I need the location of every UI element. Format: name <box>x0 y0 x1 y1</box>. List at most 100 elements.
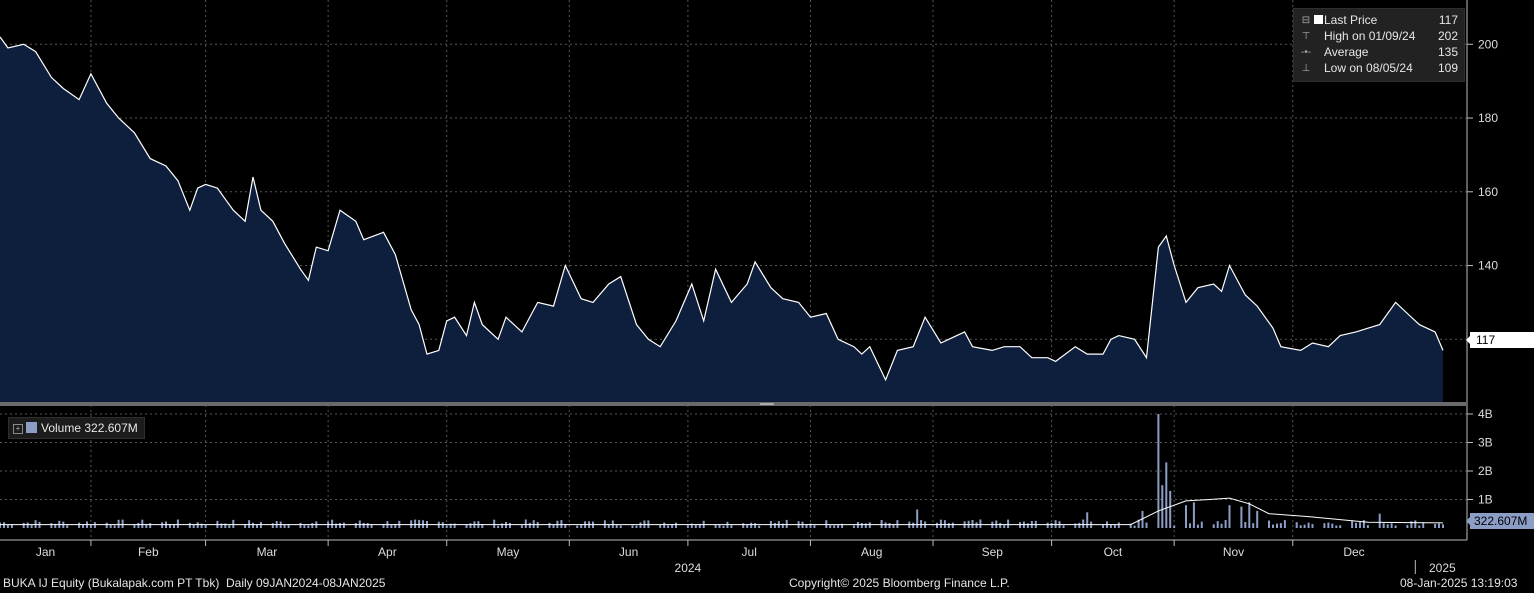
price-tick-label: 140 <box>1478 259 1498 273</box>
volume-bar <box>1382 523 1385 528</box>
volume-bar <box>366 523 369 528</box>
volume-bar <box>169 524 171 528</box>
volume-bar <box>1007 519 1010 528</box>
volume-bar <box>54 523 57 528</box>
expand-icon[interactable]: + <box>13 424 23 434</box>
legend-high: ⊤ High on 01/09/24 202 <box>1294 28 1464 44</box>
volume-bar <box>1248 502 1251 528</box>
volume-bar <box>1129 523 1132 528</box>
volume-bar <box>493 519 496 528</box>
volume-bar <box>833 525 836 528</box>
volume-bar <box>671 524 674 528</box>
volume-bar <box>1295 522 1298 528</box>
volume-bar <box>1331 523 1334 528</box>
volume-bar <box>1240 506 1243 528</box>
volume-bar <box>394 524 397 528</box>
volume-bar <box>252 522 254 528</box>
volume-bar <box>615 524 618 528</box>
volume-bar <box>781 523 784 528</box>
volume-bar <box>244 524 247 528</box>
volume-bar <box>137 522 140 528</box>
volume-bar <box>1078 522 1081 528</box>
volume-bar <box>936 522 938 528</box>
volume-bar <box>1082 519 1085 528</box>
volume-tick-label: 1B <box>1478 492 1493 506</box>
volume-bar <box>501 523 504 528</box>
volume-bar <box>564 524 567 528</box>
volume-bar <box>1216 521 1219 528</box>
volume-bar <box>714 524 717 528</box>
volume-bar <box>1046 522 1049 528</box>
panel-separator <box>0 402 1466 406</box>
volume-bar <box>896 520 899 528</box>
panel-resize-handle <box>760 403 774 405</box>
volume-bar <box>1386 524 1389 528</box>
volume-bar <box>975 522 978 528</box>
volume-bar <box>339 523 341 528</box>
volume-bar <box>370 524 373 528</box>
legend-average: -•- Average 135 <box>1294 44 1464 60</box>
volume-bar <box>1196 524 1199 528</box>
volume-bar <box>805 524 808 528</box>
volume-bar <box>335 523 337 528</box>
volume-bar <box>354 523 357 528</box>
volume-bar <box>548 522 551 528</box>
legend-last-label: Last Price <box>1324 13 1378 27</box>
volume-bar <box>303 525 306 528</box>
volume-bar <box>690 523 693 528</box>
volume-bar <box>445 525 448 528</box>
volume-bar <box>920 520 923 528</box>
volume-bar <box>1117 522 1120 528</box>
volume-bar <box>1185 505 1187 528</box>
volume-bar <box>509 523 511 528</box>
volume-bar <box>951 522 954 528</box>
volume-bar <box>192 524 195 528</box>
volume-bar <box>860 523 863 528</box>
volume-bar <box>888 523 891 528</box>
volume-bar <box>1212 524 1215 528</box>
price-tick-label: 200 <box>1478 37 1498 51</box>
year-label: 2025 <box>1429 561 1456 575</box>
volume-bar <box>271 523 274 528</box>
volume-bar <box>552 524 555 528</box>
month-label: Oct <box>1104 545 1123 559</box>
volume-bar <box>841 523 844 528</box>
volume-bar <box>1438 523 1440 528</box>
volume-bar <box>176 519 179 528</box>
price-legend: ⊟ Last Price 117 ⊤ High on 01/09/24 202 … <box>1293 8 1465 82</box>
month-label: Sep <box>982 545 1004 559</box>
volume-bar <box>631 525 634 528</box>
volume-bar <box>133 525 136 528</box>
volume-bar <box>149 523 152 528</box>
volume-bar <box>520 525 523 528</box>
volume-bar <box>675 522 677 528</box>
volume-bar <box>418 519 421 528</box>
volume-bar <box>1355 522 1357 528</box>
volume-bar <box>1192 502 1195 528</box>
volume-bar <box>414 519 417 528</box>
volume-bar <box>1362 520 1365 528</box>
legend-avg-value: 135 <box>1437 45 1458 59</box>
month-label: Apr <box>378 545 397 559</box>
volume-bar <box>311 523 314 528</box>
volume-bar <box>1414 520 1417 528</box>
volume-ma-line <box>0 497 1444 526</box>
volume-bar <box>916 509 919 528</box>
volume-bar <box>1272 524 1274 528</box>
volume-bar <box>188 522 191 528</box>
volume-bar <box>1283 520 1286 528</box>
volume-bar <box>497 525 500 528</box>
volume-bar <box>449 523 452 528</box>
volume-bar <box>145 524 148 528</box>
volume-bar <box>1299 525 1302 528</box>
volume-bar <box>746 525 749 528</box>
volume-bar <box>809 523 812 528</box>
volume-bar <box>1256 510 1259 528</box>
volume-bar <box>196 522 199 528</box>
collapse-icon[interactable]: ⊟ <box>1301 15 1311 26</box>
volume-bar <box>141 519 144 528</box>
month-label: May <box>497 545 520 559</box>
volume-bar <box>26 522 29 528</box>
volume-bar <box>1279 523 1282 528</box>
year-label: 2024 <box>675 561 702 575</box>
